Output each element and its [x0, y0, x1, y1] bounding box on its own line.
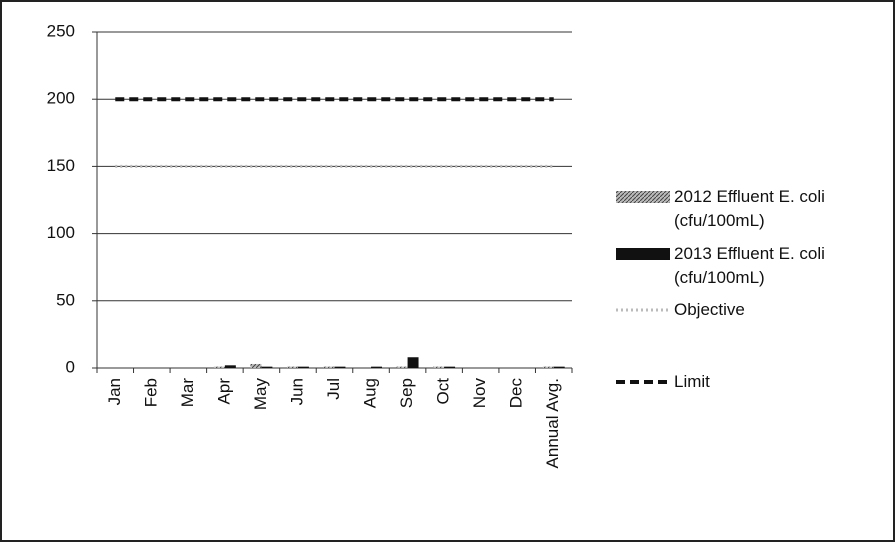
bar: [553, 366, 565, 368]
bar: [396, 366, 408, 368]
legend-label: 2012 Effluent E. coli (cfu/100mL): [674, 187, 825, 230]
bar: [542, 366, 554, 368]
legend-item: 2013 Effluent E. coli (cfu/100mL): [612, 242, 844, 290]
x-tick-label: Mar: [178, 378, 197, 408]
legend-swatch-fill: [616, 191, 670, 203]
y-tick-label: 100: [47, 223, 75, 242]
bar: [224, 365, 236, 368]
bar: [287, 366, 298, 368]
x-tick-label: Apr: [214, 378, 233, 405]
bar: [433, 366, 445, 368]
legend-swatch: [616, 191, 670, 203]
x-tick-label: Sep: [397, 378, 416, 408]
bar: [297, 366, 309, 368]
legend-label: Objective: [674, 300, 745, 319]
x-tick-label: Oct: [434, 378, 453, 405]
legend-label: 2013 Effluent E. coli (cfu/100mL): [674, 244, 825, 287]
bar: [371, 366, 382, 368]
legend-item: Objective: [612, 298, 844, 322]
bar: [323, 366, 335, 368]
y-tick-label: 50: [56, 290, 75, 309]
bar: [213, 366, 225, 368]
x-tick-label: Aug: [361, 378, 380, 408]
bar: [250, 363, 262, 368]
bar: [334, 366, 346, 368]
x-tick-label: Annual Avg.: [543, 378, 562, 468]
y-tick-label: 250: [47, 21, 75, 40]
legend-swatch: [616, 380, 670, 384]
y-tick-label: 150: [47, 156, 75, 175]
legend-swatch-fill: [616, 248, 670, 260]
legend-label: Limit: [674, 372, 710, 391]
x-tick-label: May: [251, 378, 270, 411]
y-tick-label: 0: [66, 357, 75, 376]
x-tick-label: Dec: [507, 378, 526, 409]
bar: [407, 357, 419, 368]
x-tick-label: Jun: [287, 378, 306, 405]
bar: [444, 366, 456, 368]
legend-swatch: [616, 248, 670, 260]
bar: [261, 366, 273, 368]
x-tick-label: Jul: [324, 378, 343, 400]
x-tick-label: Jan: [105, 378, 124, 405]
legend-swatch: [616, 308, 670, 312]
x-tick-label: Nov: [470, 378, 489, 409]
legend-item: 2012 Effluent E. coli (cfu/100mL): [612, 185, 844, 233]
legend-item: Limit: [612, 370, 844, 394]
y-tick-label: 200: [47, 89, 75, 108]
x-tick-label: Feb: [141, 378, 160, 407]
